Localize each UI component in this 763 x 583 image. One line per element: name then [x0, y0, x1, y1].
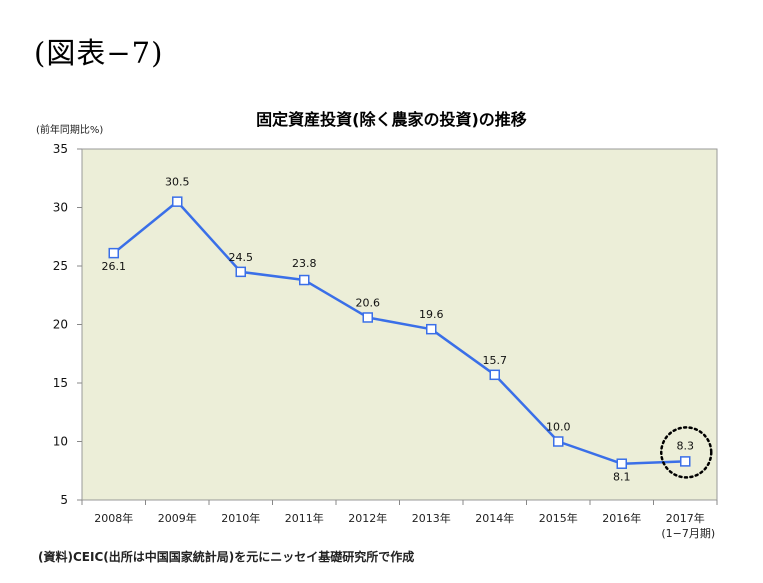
y-tick-label: 15	[53, 376, 68, 390]
data-point	[489, 369, 500, 381]
data-label: 30.5	[165, 176, 190, 189]
x-tick-label: 2009年	[158, 511, 197, 525]
data-label: 19.6	[419, 308, 444, 321]
y-unit-label: (前年同期比%)	[36, 125, 104, 136]
x-tick-label: 2014年	[475, 511, 514, 525]
data-label: 24.5	[229, 251, 254, 264]
data-point	[108, 247, 119, 259]
data-label: 10.0	[546, 421, 571, 434]
data-point	[299, 274, 310, 286]
data-point	[553, 436, 564, 447]
source-note: (資料)CEIC(出所は中国国家統計局)を元にニッセイ基礎研究所で作成	[38, 550, 415, 564]
data-label: 26.1	[102, 260, 127, 273]
x-tick-label: 2015年	[539, 511, 578, 525]
data-point	[680, 456, 691, 467]
y-tick-label: 5	[60, 493, 68, 507]
x-tick-label: 2017年	[666, 511, 705, 525]
data-label: 15.7	[483, 354, 508, 367]
x-tick-label: 2012年	[348, 511, 387, 525]
data-point	[362, 312, 373, 323]
highlight-circle	[660, 426, 713, 479]
y-tick-label: 30	[53, 201, 68, 215]
data-label: 20.6	[356, 296, 381, 309]
x-tick-sublabel: (1−7月期)	[661, 527, 715, 540]
x-tick-label: 2011年	[285, 511, 324, 525]
x-tick-label: 2013年	[412, 511, 451, 525]
data-label: 8.1	[613, 471, 631, 484]
data-point	[616, 458, 627, 469]
x-tick-label: 2016年	[602, 511, 641, 525]
y-tick-label: 35	[53, 142, 68, 156]
figure-label: (図表−7)	[34, 36, 164, 70]
x-tick-label: 2010年	[221, 511, 260, 525]
data-point	[426, 323, 437, 335]
chart-title: 固定資産投資(除く農家の投資)の推移	[256, 110, 527, 129]
x-tick-label: 2008年	[94, 511, 133, 525]
data-label: 8.3	[677, 439, 695, 452]
series-line	[112, 200, 686, 465]
y-tick-label: 10	[53, 435, 68, 449]
y-tick-label: 25	[53, 259, 68, 273]
y-tick-label: 20	[53, 318, 68, 332]
data-label: 23.8	[292, 257, 317, 270]
data-point	[235, 266, 246, 278]
data-point	[172, 196, 183, 207]
